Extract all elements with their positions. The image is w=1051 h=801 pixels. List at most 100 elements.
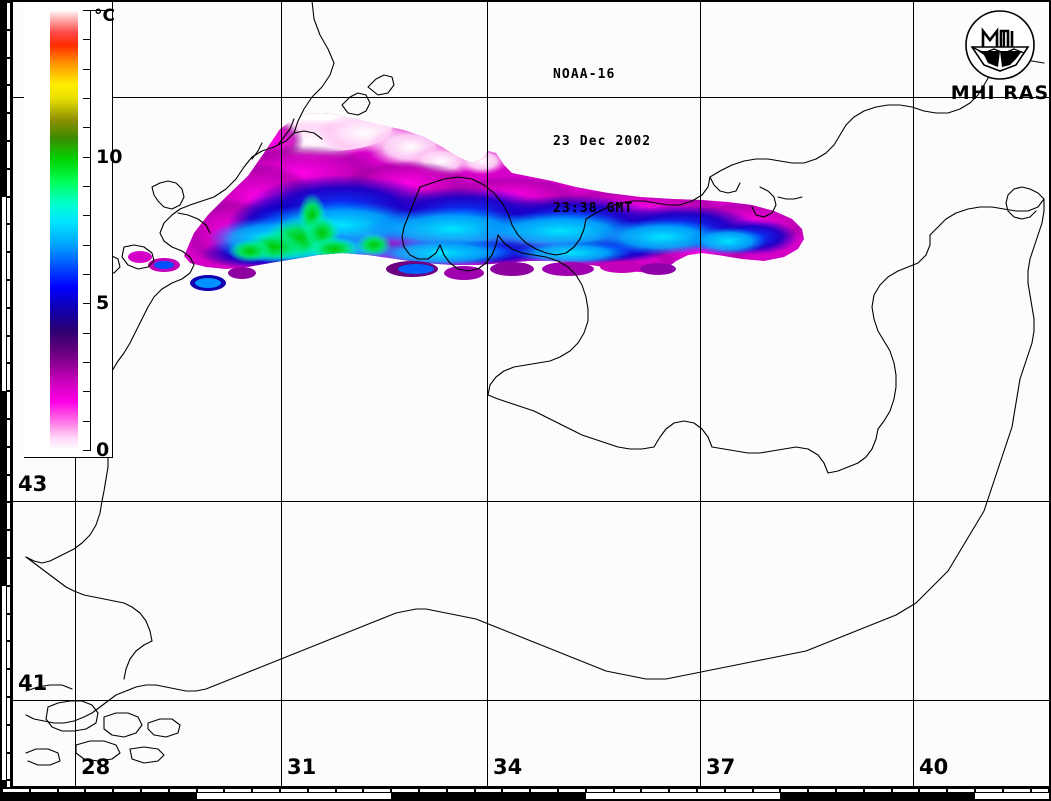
ruler-cell (391, 788, 419, 793)
ruler-cell (2, 641, 6, 670)
colorbar-unit-label: °C (94, 6, 115, 26)
ruler-cell (335, 788, 364, 793)
ruler-cell (85, 788, 114, 793)
ruler-cell (29, 788, 58, 793)
ruler-cell (752, 788, 781, 793)
ruler-cell (224, 793, 253, 799)
colorbar-tick (83, 68, 91, 70)
ruler-cell (2, 168, 6, 197)
ruler-cell (6, 419, 11, 447)
colorbar-tick (83, 420, 91, 422)
gridline-latitude-45 (12, 97, 1050, 98)
ruler-cell (2, 335, 6, 364)
mhi-ras-emblem-icon (965, 10, 1035, 80)
ruler-cell (2, 363, 6, 392)
colorbar-tick (83, 156, 91, 158)
ruler-cell (6, 363, 11, 392)
ruler-cell (891, 793, 920, 799)
ruler-cell (2, 113, 6, 141)
ruler-cell (1030, 793, 1049, 799)
ruler-cell (2, 724, 6, 753)
ruler-cell (6, 613, 11, 642)
ruler-cell (1002, 788, 1031, 793)
ruler-cell (502, 788, 531, 793)
ruler-cell (2, 391, 6, 419)
ruler-cell (6, 585, 11, 614)
colorbar-tick (83, 450, 91, 451)
ruler-cell (2, 502, 6, 531)
map-plot-area: 28 31 34 37 40 43 41 NOAA-16 23 Dec 2002… (12, 1, 1050, 787)
ruler-cell (141, 788, 169, 793)
ruler-cell (57, 788, 86, 793)
ruler-cell (2, 29, 6, 58)
colorbar-tick (83, 274, 91, 275)
ruler-cell (919, 793, 948, 799)
ruler-cell (2, 530, 6, 558)
scale-ruler-bottom (1, 787, 1050, 800)
ruler-cell (6, 252, 11, 280)
ruler-cell (2, 788, 30, 793)
ruler-cell (6, 85, 11, 114)
ruler-cell (168, 793, 197, 799)
ruler-cell (6, 641, 11, 670)
ruler-cell (1002, 793, 1031, 799)
ruler-cell (6, 29, 11, 58)
ruler-cell (474, 788, 503, 793)
gridline-longitude-37 (700, 1, 701, 787)
ruler-cell (6, 697, 11, 725)
ruler-cell (252, 793, 280, 799)
ruler-cell (502, 793, 531, 799)
gridline-longitude-34 (487, 1, 488, 787)
ruler-cell (6, 530, 11, 558)
ruler-cell (975, 788, 1003, 793)
ruler-cell (780, 793, 809, 799)
map-border (12, 1, 1050, 787)
gridline-latitude-41 (12, 700, 1050, 701)
colorbar-tick (83, 98, 91, 99)
colorbar-tick (83, 10, 91, 11)
ruler-cell (419, 788, 447, 793)
ruler-cell (6, 502, 11, 531)
ruler-cell (168, 788, 197, 793)
colorbar-tick (83, 186, 91, 187)
ruler-cell (975, 793, 1003, 799)
ruler-cell (752, 793, 781, 799)
ruler-cell (2, 613, 6, 642)
gridline-longitude-40 (913, 1, 914, 787)
ruler-cell (808, 788, 836, 793)
ruler-cell (474, 793, 503, 799)
ruler-cell (2, 141, 6, 169)
ruler-cell (307, 793, 336, 799)
ruler-cell (280, 788, 308, 793)
ruler-cell (6, 2, 11, 30)
ruler-cell (863, 793, 892, 799)
ruler-cell (697, 793, 725, 799)
ruler-cell (836, 793, 864, 799)
ruler-cell (446, 788, 475, 793)
ruler-cell (669, 788, 697, 793)
ruler-cell (613, 788, 642, 793)
satellite-name: NOAA-16 (553, 66, 616, 82)
colorbar-tick (83, 332, 91, 334)
ruler-cell (6, 141, 11, 169)
colorbar-axis (90, 10, 91, 450)
ruler-cell (780, 788, 809, 793)
ruler-cell (641, 793, 670, 799)
ruler-cell (530, 788, 558, 793)
sst-detached-patches (128, 251, 676, 291)
colorbar-tick-label: 5 (96, 292, 110, 315)
ruler-cell (919, 788, 948, 793)
ruler-cell (2, 474, 6, 503)
ruler-cell (863, 788, 892, 793)
ruler-cell (585, 793, 614, 799)
acquisition-date: 23 Dec 2002 (553, 133, 652, 149)
ruler-cell (6, 307, 11, 336)
ruler-cell (6, 57, 11, 86)
ruler-cell (6, 391, 11, 419)
ruler-cell (6, 558, 11, 586)
ruler-cell (6, 168, 11, 197)
ruler-cell (891, 788, 920, 793)
